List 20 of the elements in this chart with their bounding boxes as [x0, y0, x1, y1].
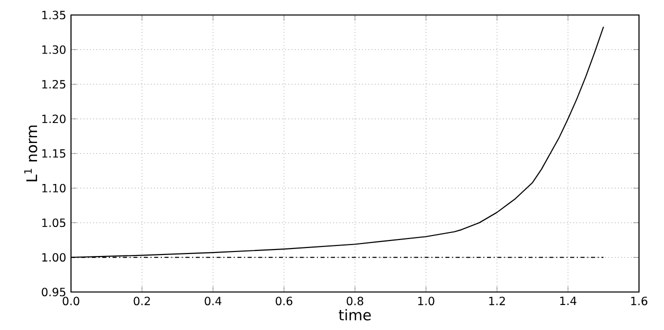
x-tick-label: 1.6 — [631, 296, 648, 306]
x-tick-label: 0.0 — [62, 296, 80, 306]
y-tick-label: 0.95 — [42, 288, 66, 296]
y-tick-label: 1.35 — [42, 10, 66, 20]
x-tick-label: 1.2 — [489, 296, 505, 306]
y-tick-label: 1.15 — [42, 149, 66, 158]
x-tick-label: 0.4 — [204, 296, 222, 306]
y-tick-label: 1.25 — [42, 80, 66, 89]
x-tick-label: 0.2 — [134, 296, 150, 306]
y-axis-title: L$^{1}$ norm — [24, 126, 38, 182]
x-tick-label: 1.0 — [418, 296, 434, 306]
y-tick-label: 1.00 — [42, 253, 66, 262]
x-axis-title: time — [338, 309, 371, 320]
y-tick-label: 1.05 — [42, 218, 66, 228]
y-tick-label: 1.20 — [42, 114, 66, 124]
y-tick-label: 1.30 — [42, 45, 66, 54]
x-tick-label: 1.4 — [560, 296, 576, 305]
x-tick-label: 0.8 — [346, 296, 364, 306]
y-tick-label: 1.10 — [42, 184, 66, 192]
x-tick-label: 0.6 — [276, 296, 292, 306]
